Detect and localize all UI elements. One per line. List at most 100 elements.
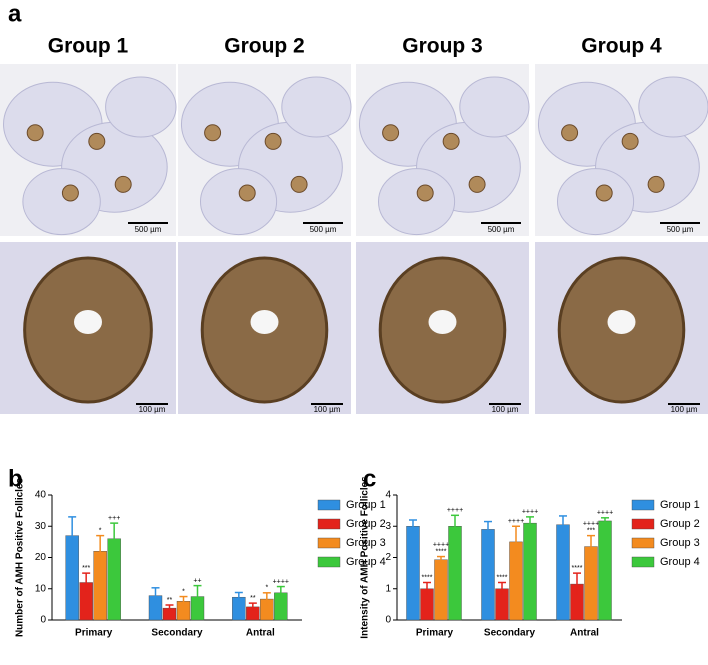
y-tick-label: 30 bbox=[35, 521, 47, 532]
scale-label: 100 µm bbox=[671, 405, 698, 414]
x-tick-label: Secondary bbox=[151, 628, 203, 639]
error-bar bbox=[526, 516, 534, 530]
bar bbox=[584, 546, 598, 621]
legend-swatch bbox=[317, 499, 341, 511]
error-bar bbox=[165, 604, 174, 612]
legend-swatch bbox=[631, 556, 655, 568]
significance-label: * bbox=[182, 588, 185, 595]
significance-label: **** bbox=[572, 565, 583, 572]
legend-label: Group 2 bbox=[660, 518, 700, 530]
significance-label: ++++ bbox=[508, 518, 524, 525]
legend-swatch bbox=[631, 499, 655, 511]
error-bar bbox=[573, 572, 581, 595]
legend-label: Group 3 bbox=[346, 537, 386, 549]
legend-label: Group 1 bbox=[660, 499, 700, 511]
significance-label: +++ bbox=[108, 515, 120, 522]
tissue bbox=[199, 168, 278, 236]
bar bbox=[406, 526, 420, 621]
error-bar bbox=[234, 591, 243, 602]
tissue bbox=[459, 76, 530, 138]
follicle bbox=[61, 184, 79, 202]
bar bbox=[434, 559, 448, 621]
significance-label: *** bbox=[82, 565, 90, 572]
legend-swatch bbox=[317, 556, 341, 568]
significance-label: * bbox=[99, 527, 102, 534]
follicle bbox=[26, 124, 44, 142]
scale-label: 100 µm bbox=[314, 405, 341, 414]
follicle bbox=[468, 175, 486, 193]
follicle bbox=[238, 184, 256, 202]
legend-label: Group 4 bbox=[346, 556, 386, 568]
follicle bbox=[561, 124, 579, 142]
error-bar bbox=[82, 572, 91, 592]
legend-swatch bbox=[631, 518, 655, 530]
legend-label: Group 4 bbox=[660, 556, 700, 568]
y-tick-label: 3 bbox=[385, 521, 391, 532]
group-title: Group 3 bbox=[402, 35, 483, 58]
follicle bbox=[442, 132, 460, 150]
scale-label: 500 µm bbox=[310, 225, 337, 234]
error-bar bbox=[409, 519, 417, 533]
significance-label: ++++ bbox=[433, 541, 449, 548]
significance-label: *** bbox=[587, 527, 595, 534]
significance-label: ++++ bbox=[522, 509, 538, 516]
tissue bbox=[105, 76, 177, 138]
error-bar bbox=[498, 581, 506, 595]
y-tick-label: 1 bbox=[385, 583, 391, 594]
tissue bbox=[22, 168, 101, 236]
panel-label: c bbox=[363, 465, 376, 492]
error-bar bbox=[68, 516, 77, 555]
error-bar bbox=[512, 525, 520, 558]
follicle bbox=[595, 184, 613, 202]
y-tick-label: 0 bbox=[385, 615, 391, 626]
significance-label: ** bbox=[167, 597, 173, 604]
follicle bbox=[382, 124, 400, 142]
x-tick-label: Primary bbox=[416, 628, 454, 639]
group-title: Group 2 bbox=[224, 35, 305, 58]
bar bbox=[481, 529, 495, 621]
y-tick-label: 40 bbox=[35, 490, 47, 501]
tissue bbox=[638, 76, 708, 138]
legend-label: Group 2 bbox=[346, 518, 386, 530]
follicle bbox=[264, 132, 282, 150]
y-tick-label: 0 bbox=[40, 615, 46, 626]
follicle bbox=[204, 124, 222, 142]
bar bbox=[448, 526, 462, 621]
follicle bbox=[621, 132, 639, 150]
x-tick-label: Antral bbox=[246, 628, 275, 639]
error-bar bbox=[179, 595, 188, 606]
error-bar bbox=[451, 514, 459, 538]
error-bar bbox=[423, 581, 431, 595]
follicle bbox=[416, 184, 434, 202]
scale-label: 500 µm bbox=[135, 225, 162, 234]
tissue bbox=[377, 168, 456, 236]
legend-label: Group 3 bbox=[660, 537, 700, 549]
scale-label: 100 µm bbox=[492, 405, 519, 414]
legend-swatch bbox=[317, 537, 341, 549]
significance-label: **** bbox=[497, 574, 508, 581]
significance-label: ++ bbox=[193, 577, 201, 584]
significance-label: ++++ bbox=[597, 510, 613, 517]
significance-label: **** bbox=[422, 574, 433, 581]
error-bar bbox=[484, 520, 492, 538]
significance-label: ++++ bbox=[447, 507, 463, 514]
x-tick-label: Secondary bbox=[484, 628, 536, 639]
significance-label: **** bbox=[436, 548, 447, 555]
x-tick-label: Primary bbox=[75, 628, 113, 639]
error-bar bbox=[110, 522, 119, 555]
y-axis-label: Number of AMH Positive Follicles bbox=[15, 478, 26, 638]
follicle bbox=[114, 175, 132, 193]
significance-label: ** bbox=[250, 595, 256, 602]
bar bbox=[523, 522, 537, 621]
y-axis-label: Intensity of AMH Positive Follicles bbox=[360, 476, 371, 639]
group-title: Group 4 bbox=[581, 35, 662, 58]
error-bar bbox=[276, 585, 285, 600]
panel-label: b bbox=[8, 465, 23, 492]
legend-swatch bbox=[317, 518, 341, 530]
tissue bbox=[556, 168, 635, 236]
antrum bbox=[250, 310, 279, 334]
y-tick-label: 4 bbox=[385, 490, 391, 501]
error-bar bbox=[193, 584, 202, 608]
group-title: Group 1 bbox=[48, 35, 129, 58]
